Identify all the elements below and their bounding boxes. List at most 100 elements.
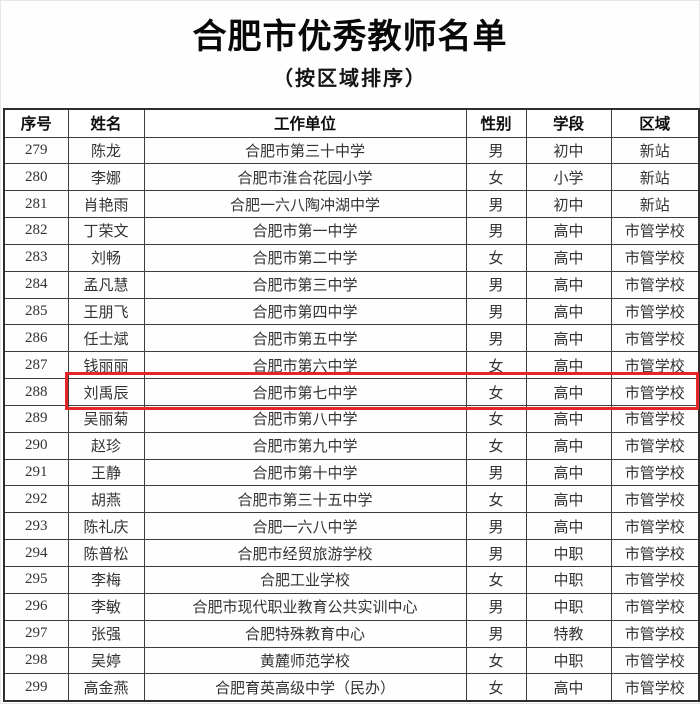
- cell-unit: 合肥一六八陶冲湖中学: [143, 190, 467, 219]
- cell-gender: 男: [465, 512, 527, 541]
- table-body: 279 陈龙 合肥市第三十中学男初中 新站 280 李娜 合肥市淮合花园小学女小学 新站 281…: [3, 136, 700, 702]
- cell-no: 297: [3, 619, 69, 648]
- cell-no: 280: [3, 163, 69, 192]
- cell-region: 市管学校: [610, 243, 700, 272]
- table-row: 281 肖艳雨 合肥一六八陶冲湖中学男初中 新站: [3, 190, 700, 219]
- table-row: 296 李敏 合肥市现代职业教育公共实训中心男中职 市管学校: [3, 592, 700, 621]
- cell-no: 283: [3, 243, 69, 272]
- cell-no: 299: [3, 673, 69, 702]
- cell-name: 陈礼庆: [67, 512, 145, 541]
- cell-no: 293: [3, 512, 69, 541]
- cell-gender: 女: [465, 646, 527, 675]
- cell-no: 284: [3, 270, 69, 299]
- header-cell-0: 序号: [3, 108, 69, 138]
- cell-gender: 男: [465, 619, 527, 648]
- cell-region: 市管学校: [610, 217, 700, 245]
- cell-name: 李娜: [67, 163, 145, 192]
- cell-unit: 合肥市淮合花园小学: [143, 163, 467, 192]
- cell-stage: 中职: [525, 592, 612, 621]
- cell-gender: 男: [465, 190, 527, 219]
- cell-region: 市管学校: [610, 566, 700, 594]
- cell-stage: 高中: [525, 351, 612, 380]
- cell-name: 王朋飞: [67, 297, 145, 326]
- cell-stage: 高中: [525, 378, 612, 406]
- table-row: 285 王朋飞 合肥市第四中学男高中 市管学校: [3, 297, 700, 326]
- cell-name: 李敏: [67, 592, 145, 621]
- cell-unit: 黄麓师范学校: [143, 646, 467, 675]
- cell-no: 282: [3, 217, 69, 245]
- cell-region: 市管学校: [610, 297, 700, 326]
- cell-stage: 中职: [525, 539, 612, 567]
- cell-region: 市管学校: [610, 485, 700, 514]
- table-row: 298 吴婷 黄麓师范学校女中职 市管学校: [3, 646, 700, 675]
- table-row: 297 张强 合肥特殊教育中心男特教 市管学校: [3, 619, 700, 648]
- cell-stage: 初中: [525, 136, 612, 165]
- cell-gender: 男: [465, 297, 527, 326]
- table-row: 280 李娜 合肥市淮合花园小学女小学 新站: [3, 163, 700, 192]
- cell-no: 289: [3, 404, 69, 433]
- cell-region: 市管学校: [610, 539, 700, 567]
- cell-name: 陈龙: [67, 136, 145, 165]
- cell-stage: 初中: [525, 190, 612, 219]
- cell-name: 胡燕: [67, 485, 145, 514]
- table-row: 294 陈普松 合肥市经贸旅游学校男中职 市管学校: [3, 539, 700, 567]
- cell-no: 290: [3, 431, 69, 460]
- cell-no: 286: [3, 324, 69, 353]
- table-row: 290 赵珍 合肥市第九中学女高中 市管学校: [3, 431, 700, 460]
- cell-no: 298: [3, 646, 69, 675]
- cell-no: 287: [3, 351, 69, 380]
- table-header: 序号 姓名 工作单位 性别 学段 区域: [3, 108, 700, 138]
- cell-name: 丁荣文: [67, 217, 145, 245]
- cell-stage: 高中: [525, 217, 612, 245]
- cell-region: 市管学校: [610, 431, 700, 460]
- table-row: 279 陈龙 合肥市第三十中学男初中 新站: [3, 136, 700, 165]
- cell-unit: 合肥市第八中学: [143, 404, 467, 433]
- cell-region: 市管学校: [610, 646, 700, 675]
- cell-name: 钱丽丽: [67, 351, 145, 380]
- cell-no: 279: [3, 136, 69, 165]
- cell-unit: 合肥市第九中学: [143, 431, 467, 460]
- cell-gender: 女: [465, 673, 527, 702]
- cell-name: 孟凡慧: [67, 270, 145, 299]
- cell-name: 刘畅: [67, 243, 145, 272]
- table-row: 299 高金燕 合肥育英高级中学（民办）女高中 市管学校: [3, 673, 700, 702]
- cell-no: 296: [3, 592, 69, 621]
- page-title: 合肥市优秀教师名单: [192, 18, 508, 56]
- cell-name: 陈普松: [67, 539, 145, 567]
- header-cell-3: 性别: [465, 108, 527, 138]
- cell-stage: 高中: [525, 297, 612, 326]
- cell-unit: 合肥市第四中学: [143, 297, 467, 326]
- cell-unit: 合肥市第六中学: [143, 351, 467, 380]
- cell-gender: 男: [465, 458, 527, 487]
- table-row: 288 刘禹辰 合肥市第七中学女高中 市管学校: [3, 378, 700, 406]
- cell-no: 281: [3, 190, 69, 219]
- cell-no: 294: [3, 539, 69, 567]
- teachers-table: 序号 姓名 工作单位 性别 学段 区域 279 陈龙 合肥市第三十中学男初中 新站 280 李娜 合肥…: [3, 108, 700, 702]
- cell-stage: 中职: [525, 566, 612, 594]
- table-row: 293 陈礼庆 合肥一六八中学男高中 市管学校: [3, 512, 700, 541]
- cell-region: 市管学校: [610, 324, 700, 353]
- cell-stage: 高中: [525, 404, 612, 433]
- cell-region: 市管学校: [610, 270, 700, 299]
- cell-unit: 合肥市第二中学: [143, 243, 467, 272]
- cell-gender: 女: [465, 404, 527, 433]
- page-subtitle: （按区域排序）: [273, 68, 427, 90]
- cell-region: 新站: [610, 163, 700, 192]
- cell-name: 李梅: [67, 566, 145, 594]
- cell-region: 市管学校: [610, 512, 700, 541]
- cell-gender: 女: [465, 378, 527, 406]
- header-cell-1: 姓名: [67, 108, 145, 138]
- table-row: 291 王静 合肥市第十中学男高中 市管学校: [3, 458, 700, 487]
- cell-gender: 女: [465, 566, 527, 594]
- cell-stage: 高中: [525, 458, 612, 487]
- cell-unit: 合肥市第五中学: [143, 324, 467, 353]
- cell-gender: 女: [465, 243, 527, 272]
- cell-unit: 合肥一六八中学: [143, 512, 467, 541]
- cell-unit: 合肥育英高级中学（民办）: [143, 673, 467, 702]
- cell-unit: 合肥特殊教育中心: [143, 619, 467, 648]
- cell-no: 288: [3, 378, 69, 406]
- cell-no: 295: [3, 566, 69, 594]
- cell-stage: 特教: [525, 619, 612, 648]
- cell-no: 292: [3, 485, 69, 514]
